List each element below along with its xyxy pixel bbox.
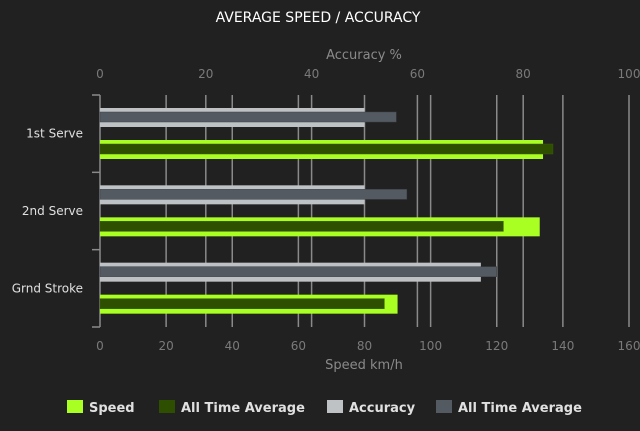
category-label: 1st Serve bbox=[26, 127, 83, 141]
speed-average-bar bbox=[99, 221, 504, 232]
accuracy-tick-label: 20 bbox=[198, 67, 213, 81]
accuracy-average-bar bbox=[99, 189, 408, 200]
legend-accuracy-average[interactable]: All Time Average bbox=[436, 400, 582, 416]
speed-tick-label: 0 bbox=[96, 339, 104, 353]
speed-average-bar bbox=[99, 298, 385, 309]
legend-label: Speed bbox=[89, 401, 135, 416]
speed-tick-label: 20 bbox=[158, 339, 173, 353]
speed-tick-label: 40 bbox=[225, 339, 240, 353]
accuracy-tick-label: 60 bbox=[410, 67, 425, 81]
speed-tick-label: 140 bbox=[551, 339, 574, 353]
legend-label: All Time Average bbox=[458, 401, 582, 416]
speed-tick-label: 60 bbox=[291, 339, 306, 353]
accuracy-tick-label: 0 bbox=[96, 67, 104, 81]
legend-swatch bbox=[67, 400, 83, 413]
accuracy-average-bar bbox=[99, 266, 497, 277]
legend-swatch bbox=[436, 400, 452, 413]
legend-speed-average[interactable]: All Time Average bbox=[159, 400, 305, 416]
legend-swatch bbox=[327, 400, 343, 413]
category-label: Grnd Stroke bbox=[12, 281, 83, 295]
accuracy-tick-label: 80 bbox=[516, 67, 531, 81]
legend-label: All Time Average bbox=[181, 401, 305, 416]
legend-label: Accuracy bbox=[349, 401, 416, 416]
bottom-axis-label: Speed km/h bbox=[325, 358, 403, 373]
category-label: 2nd Serve bbox=[22, 204, 83, 218]
speed-tick-label: 120 bbox=[485, 339, 508, 353]
speed-tick-label: 160 bbox=[618, 339, 640, 353]
legend-speed[interactable]: Speed bbox=[67, 400, 135, 416]
speed-average-bar bbox=[99, 143, 554, 155]
speed-tick-label: 80 bbox=[357, 339, 372, 353]
accuracy-average-bar bbox=[99, 111, 397, 123]
accuracy-tick-label: 100 bbox=[618, 67, 640, 81]
legend-accuracy[interactable]: Accuracy bbox=[327, 400, 416, 416]
top-axis-label: Accuracy % bbox=[326, 48, 402, 63]
legend-swatch bbox=[159, 400, 175, 413]
accuracy-tick-label: 40 bbox=[304, 67, 319, 81]
speed-tick-label: 100 bbox=[419, 339, 442, 353]
chart-title: AVERAGE SPEED / ACCURACY bbox=[216, 10, 421, 26]
